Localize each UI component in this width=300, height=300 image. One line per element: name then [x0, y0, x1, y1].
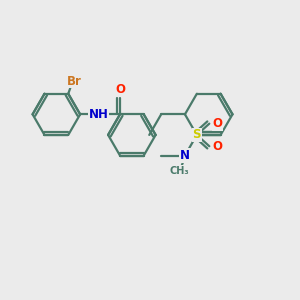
- Text: Br: Br: [67, 75, 82, 88]
- Text: CH₃: CH₃: [170, 166, 189, 176]
- Text: O: O: [115, 83, 125, 96]
- Text: O: O: [213, 140, 223, 153]
- Text: N: N: [180, 149, 190, 162]
- Text: NH: NH: [88, 108, 109, 121]
- Text: S: S: [193, 128, 201, 141]
- Text: O: O: [213, 117, 223, 130]
